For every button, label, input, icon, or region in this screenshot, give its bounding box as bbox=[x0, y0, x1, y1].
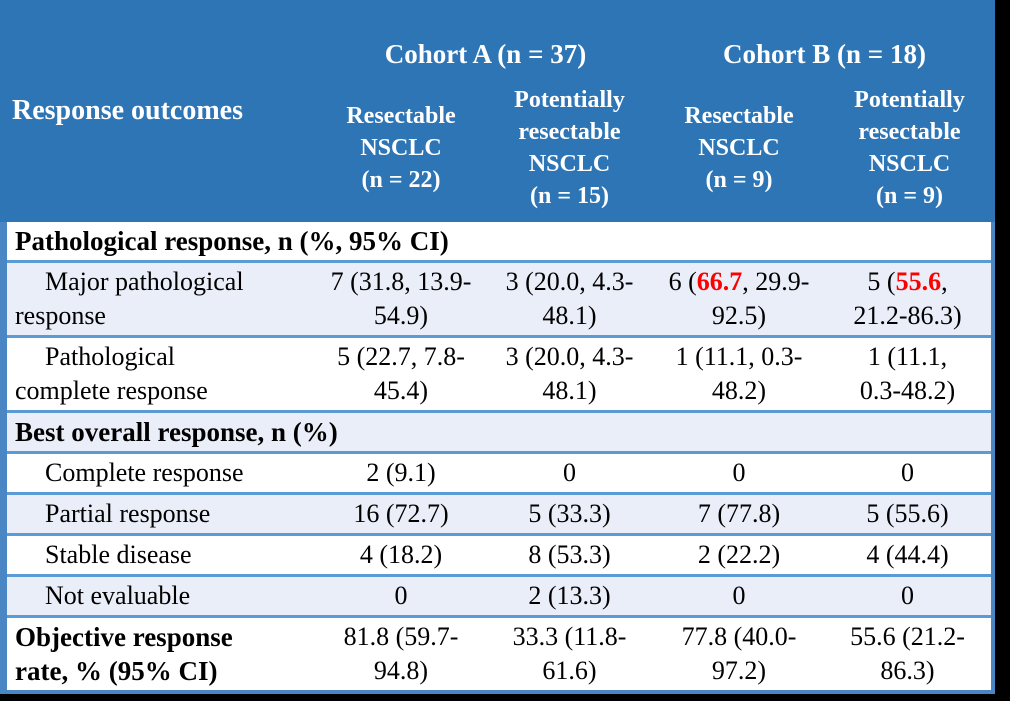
value-cell: 7 (31.8, 13.9- 54.9) bbox=[330, 267, 472, 330]
value-cell: 2 (9.1) bbox=[366, 458, 436, 487]
value-cell: 7 (77.8) bbox=[697, 499, 781, 528]
response-outcomes-header: Response outcomes bbox=[12, 95, 243, 126]
row-label: Best overall response, n (%) bbox=[15, 417, 338, 447]
value-cell: 0 bbox=[394, 581, 408, 610]
table-row: Complete response 2 (9.1) 0 0 0 bbox=[7, 451, 991, 492]
value-cell: 5 (22.7, 7.8- 45.4) bbox=[337, 342, 465, 405]
cohort-b-header: Cohort B (n = 18) bbox=[723, 39, 926, 69]
table-row: Major pathological response 7 (31.8, 13.9… bbox=[7, 260, 991, 335]
value-cell: 77.8 (40.0- 97.2) bbox=[681, 622, 797, 685]
row-label: Major pathological response bbox=[15, 267, 244, 330]
value-cell: 4 (18.2) bbox=[359, 540, 443, 569]
value-cell: 0 bbox=[563, 458, 576, 487]
table-header: Response outcomes Cohort A (n = 37) Coho… bbox=[0, 0, 995, 222]
value-cell: 6 (66.7, 29.9- 92.5) bbox=[668, 267, 810, 330]
value-cell: 0 bbox=[732, 458, 746, 487]
section-row: Best overall response, n (%) bbox=[7, 410, 991, 451]
row-label: Objective response rate, % (95% CI) bbox=[15, 622, 233, 686]
row-label: Complete response bbox=[45, 458, 244, 487]
value-cell: 33.3 (11.8- 61.6) bbox=[512, 622, 627, 685]
value-cell: 3 (20.0, 4.3- 48.1) bbox=[505, 267, 634, 330]
value-cell: 1 (11.1, 0.3-48.2) bbox=[859, 342, 956, 405]
column-header-resectable-b: Resectable NSCLC (n = 9) bbox=[684, 103, 794, 193]
row-label: Pathological response, n (%, 95% CI) bbox=[15, 226, 449, 256]
value-cell: 3 (20.0, 4.3- 48.1) bbox=[505, 342, 634, 405]
table-row: Pathological complete response 5 (22.7, 7… bbox=[7, 335, 991, 410]
value-cell: 2 (22.2) bbox=[697, 540, 781, 569]
row-label: Not evaluable bbox=[45, 581, 191, 610]
value-cell: 1 (11.1, 0.3- 48.2) bbox=[675, 342, 803, 405]
table-row: Objective response rate, % (95% CI) 81.8 … bbox=[7, 615, 991, 690]
value-cell: 5 (33.3) bbox=[528, 499, 611, 528]
column-header-potentially-resectable-b: Potentially resectable NSCLC (n = 9) bbox=[854, 87, 965, 209]
value-cell: 5 (55.6) bbox=[866, 499, 949, 528]
results-table: Response outcomes Cohort A (n = 37) Coho… bbox=[0, 0, 995, 694]
highlighted-value: 55.6 bbox=[895, 267, 942, 296]
highlighted-value: 66.7 bbox=[696, 267, 743, 296]
row-label: Stable disease bbox=[45, 540, 192, 569]
value-cell: 0 bbox=[901, 581, 914, 610]
table-row: Partial response 16 (72.7) 5 (33.3) 7 (77.8… bbox=[7, 492, 991, 533]
value-cell: 55.6 (21.2- 86.3) bbox=[850, 622, 965, 685]
table-row: Not evaluable 0 2 (13.3) 0 0 bbox=[7, 574, 991, 615]
cohort-a-header: Cohort A (n = 37) bbox=[384, 39, 587, 69]
row-label: Pathological complete response bbox=[15, 342, 208, 405]
value-cell: 5 (55.6, 21.2-86.3) bbox=[853, 267, 962, 330]
value-cell: 2 (13.3) bbox=[528, 581, 611, 610]
value-cell: 81.8 (59.7- 94.8) bbox=[343, 622, 459, 685]
value-cell: 16 (72.7) bbox=[353, 499, 449, 528]
table-body: Pathological response, n (%, 95% CI) Majo… bbox=[0, 222, 995, 694]
value-cell: 8 (53.3) bbox=[528, 540, 611, 569]
value-cell: 4 (44.4) bbox=[866, 540, 949, 569]
column-header-potentially-resectable-a: Potentially resectable NSCLC (n = 15) bbox=[514, 87, 625, 209]
value-cell: 0 bbox=[732, 581, 746, 610]
column-header-resectable-a: Resectable NSCLC (n = 22) bbox=[346, 103, 456, 193]
table-row: Stable disease 4 (18.2) 8 (53.3) 2 (22.2) 4 … bbox=[7, 533, 991, 574]
row-label: Partial response bbox=[45, 499, 211, 528]
value-cell: 0 bbox=[901, 458, 914, 487]
section-row: Pathological response, n (%, 95% CI) bbox=[7, 222, 991, 260]
